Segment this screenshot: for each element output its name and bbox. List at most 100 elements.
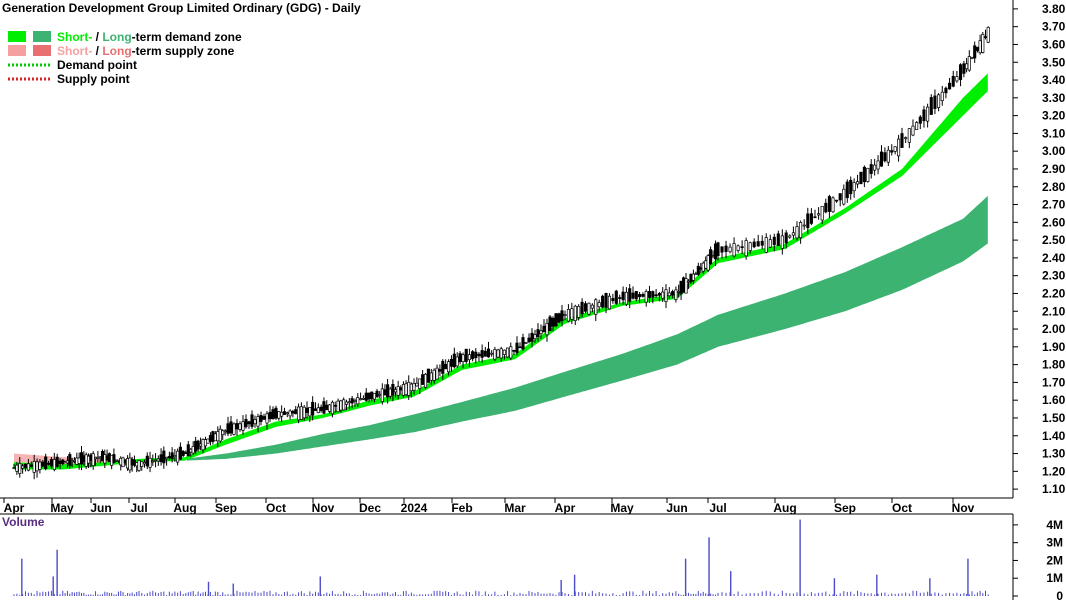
candle-body — [959, 64, 963, 80]
candle-body — [361, 397, 365, 400]
candle-body — [667, 292, 671, 297]
candle-body — [213, 433, 217, 442]
candle-body — [621, 291, 625, 301]
legend-short-demand-swatch — [8, 31, 26, 42]
legend-short-supply-swatch — [8, 45, 26, 56]
x-tick-label: Jul — [709, 501, 726, 515]
candle-body — [372, 393, 376, 400]
candle-body — [140, 461, 144, 467]
legend: Short- / Long-term demand zone Short- / … — [8, 30, 242, 86]
candle-body — [483, 350, 487, 357]
y-tick-label: 1.60 — [1042, 393, 1066, 407]
candle-body — [386, 384, 390, 398]
candle-body — [477, 353, 481, 357]
candle-body — [720, 246, 724, 253]
candle-body — [664, 289, 668, 302]
candle-body — [644, 291, 648, 303]
candle-body — [232, 423, 236, 435]
candle-body — [806, 213, 810, 229]
candle-body — [229, 421, 233, 434]
candle-body — [590, 304, 594, 309]
y-tick-label: 2.20 — [1042, 286, 1066, 300]
candle-body — [973, 45, 977, 59]
x-tick-label: May — [610, 501, 634, 515]
candle-body — [330, 401, 334, 415]
x-tick-label: Apr — [4, 501, 25, 515]
candle-body — [744, 240, 748, 257]
candle-body — [784, 232, 788, 244]
candle-body — [768, 239, 772, 248]
candle-body — [449, 358, 453, 367]
candle-body — [788, 235, 792, 238]
candle-body — [631, 292, 635, 299]
candle-body — [184, 452, 188, 454]
candle-body — [530, 332, 534, 342]
candle-body — [926, 106, 930, 122]
candle-body — [657, 293, 661, 296]
candle-body — [689, 273, 693, 283]
candle-body — [186, 444, 190, 457]
candle-body — [444, 363, 448, 370]
candle-body — [223, 430, 227, 433]
candle-body — [813, 216, 817, 219]
candle-body — [467, 354, 471, 361]
x-tick-label: Sep — [215, 501, 237, 515]
candle-body — [551, 317, 555, 327]
candle-body — [391, 384, 395, 396]
volume-tick-label: 2M — [1046, 553, 1063, 567]
candle-body — [802, 224, 806, 227]
candle-body — [601, 295, 605, 308]
candle-body — [211, 431, 215, 442]
candle-body — [401, 384, 405, 396]
candle-body — [752, 241, 756, 248]
y-tick-label: 1.50 — [1042, 411, 1066, 425]
candle-body — [869, 164, 873, 174]
candle-body — [594, 299, 598, 315]
candle-body — [986, 27, 990, 43]
legend-long-demand-swatch — [33, 31, 51, 42]
candle-body — [732, 243, 736, 257]
y-tick-label: 3.80 — [1042, 2, 1066, 16]
candle-body — [873, 164, 877, 171]
candle-body — [611, 298, 615, 302]
candle-body — [347, 401, 351, 404]
y-tick-label: 2.60 — [1042, 215, 1066, 229]
candle-body — [313, 408, 318, 411]
candle-body — [654, 294, 658, 297]
price-y-axis: 3.80 3.70 3.60 3.50 3.40 3.30 3.20 3.10 3.00 2.90… — [1013, 2, 1066, 496]
volume-tick-label: 0 — [1056, 589, 1063, 600]
candle-body — [38, 461, 42, 470]
candle-body — [265, 413, 269, 424]
candle-body — [577, 306, 581, 318]
x-tick-label: Dec — [359, 501, 381, 515]
candle-body — [226, 423, 230, 434]
candle-body — [302, 406, 306, 419]
candle-body — [156, 458, 160, 462]
candle-body — [253, 419, 257, 425]
candle-body — [162, 450, 166, 464]
candle-body — [256, 416, 260, 427]
candle-body — [218, 428, 222, 442]
candle-body — [353, 399, 357, 402]
candle-body — [455, 356, 459, 367]
candle-body — [820, 205, 824, 221]
candle-body — [981, 34, 985, 53]
candle-body — [407, 381, 411, 396]
candle-body — [970, 56, 974, 59]
candle-body — [748, 242, 752, 251]
candle-body — [336, 400, 340, 413]
candle-body — [409, 383, 413, 392]
candle-body — [809, 213, 813, 224]
volume-tick-label: 3M — [1046, 536, 1063, 550]
candle-body — [271, 409, 275, 420]
candle-body — [628, 288, 632, 302]
candle-body — [328, 404, 332, 412]
x-tick-label: Apr — [555, 501, 576, 515]
y-tick-label: 1.80 — [1042, 358, 1066, 372]
candle-body — [493, 349, 497, 360]
candle-body — [772, 236, 776, 245]
volume-panel — [13, 519, 989, 596]
candle-body — [890, 150, 894, 153]
candle-body — [359, 398, 363, 401]
